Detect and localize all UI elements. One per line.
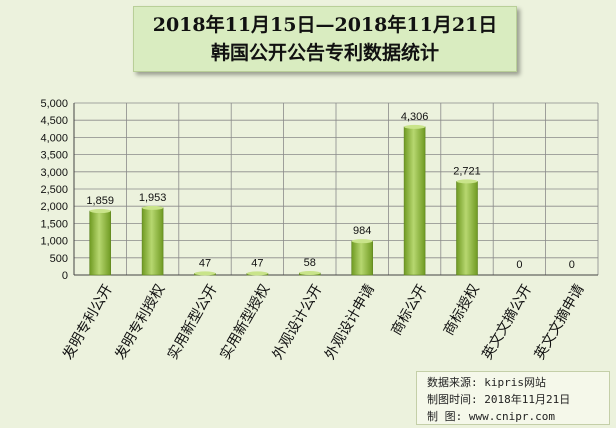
data-label: 984 <box>353 225 371 237</box>
y-tick-label: 3,000 <box>40 167 68 179</box>
category-label: 外观设计公开 <box>270 282 326 363</box>
data-label: 47 <box>251 257 263 269</box>
bar-top <box>246 271 268 276</box>
data-label: 4,306 <box>401 111 429 123</box>
y-tick-label: 2,000 <box>40 201 68 213</box>
bar-top <box>89 209 111 214</box>
bar-top <box>194 271 216 276</box>
data-label: 58 <box>304 257 316 269</box>
bar <box>403 126 426 276</box>
data-labels: 1,859 1,953 47 47 58 984 4,306 2,721 0 0 <box>86 111 574 271</box>
chart-title-line1: 2018年11月15日—2018年11月21日 <box>152 14 498 36</box>
category-label: 实用新型授权 <box>217 282 273 363</box>
y-tick-label: 1,500 <box>40 218 68 230</box>
bars <box>89 124 478 276</box>
bar-top <box>456 179 478 184</box>
y-tick-label: 500 <box>50 253 68 265</box>
author-line: 制 图: www.cnipr.com <box>427 410 555 423</box>
axes: 0 500 1,000 1,500 2,000 2,500 3,000 3,500 4,000 4… <box>40 98 598 282</box>
y-tick-label: 2,500 <box>40 184 68 196</box>
y-tick-label: 3,500 <box>40 150 68 162</box>
bar-top <box>142 205 164 210</box>
y-tick-label: 0 <box>62 270 68 282</box>
category-label: 发明专利授权 <box>113 282 169 363</box>
category-label: 发明专利公开 <box>60 282 116 363</box>
category-label: 实用新型公开 <box>165 282 221 363</box>
data-label: 0 <box>516 259 522 271</box>
category-label: 英文文摘公开 <box>478 281 535 362</box>
chart-title-line2: 韩国公开公告专利数据统计 <box>210 42 439 64</box>
y-tick-label: 4,000 <box>40 132 68 144</box>
bar-top <box>351 239 373 244</box>
data-label: 47 <box>199 257 211 269</box>
bar <box>141 207 164 276</box>
category-label: 英文文摘申请 <box>531 281 588 362</box>
data-label: 2,721 <box>453 165 481 177</box>
chart-title-box: 2018年11月15日—2018年11月21日 韩国公开公告专利数据统计 <box>133 6 517 72</box>
bar <box>351 240 374 276</box>
source-info-box: 数据来源: kipris网站 制图时间: 2018年11月21日 制 图: ww… <box>416 371 610 425</box>
data-label: 0 <box>569 259 575 271</box>
category-label: 商标公开 <box>389 282 431 338</box>
bar-top <box>404 124 426 129</box>
data-label: 1,953 <box>139 192 167 204</box>
data-label: 1,859 <box>86 195 114 207</box>
grid <box>73 102 599 276</box>
category-label: 商标授权 <box>441 282 483 338</box>
y-tick-label: 4,500 <box>40 115 68 127</box>
chart-date-line: 制图时间: 2018年11月21日 <box>427 393 571 406</box>
y-tick-label: 5,000 <box>40 98 68 110</box>
bar <box>456 181 478 276</box>
y-tick-label: 1,000 <box>40 236 68 248</box>
bar <box>89 210 111 276</box>
bar-top <box>299 271 321 276</box>
source-line: 数据来源: kipris网站 <box>427 376 546 389</box>
category-label: 外观设计申请 <box>322 282 378 363</box>
